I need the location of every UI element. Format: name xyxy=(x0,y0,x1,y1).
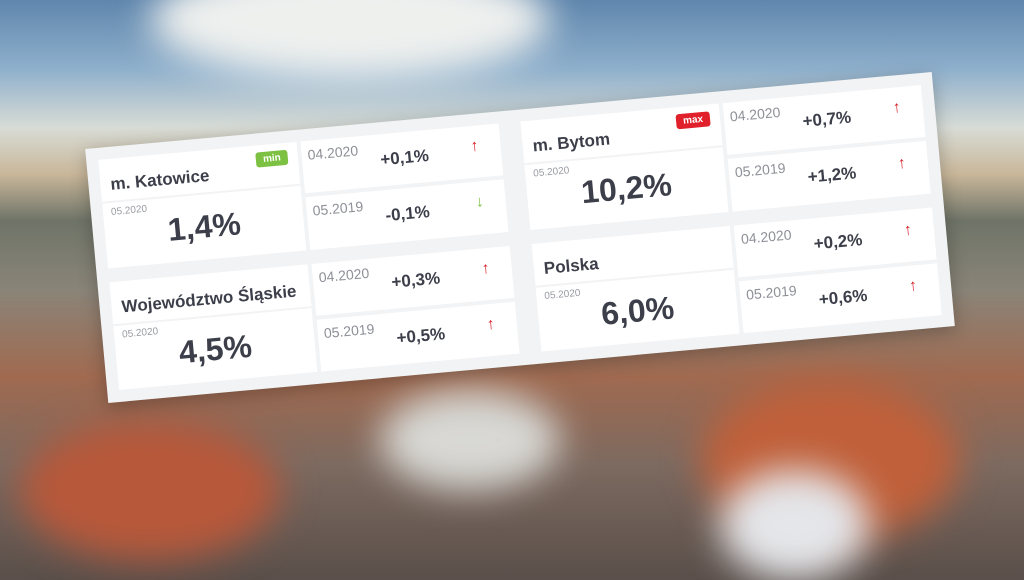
region-summary: m. Katowice min 05.2020 1,4% xyxy=(98,141,307,268)
region-card: m. Bytom max 05.2020 10,2% 04.2020 +0,7% … xyxy=(520,85,931,230)
comparison-value: -0,1% xyxy=(384,202,431,226)
comparison-date: 04.2020 xyxy=(318,264,370,285)
comparison-date: 04.2020 xyxy=(729,103,782,125)
comparison-value: +0,5% xyxy=(395,323,446,348)
up-arrow-icon: ↑ xyxy=(480,259,491,278)
up-arrow-icon: ↑ xyxy=(903,220,913,239)
up-arrow-icon: ↑ xyxy=(892,98,902,117)
comparison-value: +0,3% xyxy=(390,267,441,292)
comparison-value: +0,7% xyxy=(801,107,852,131)
unemployment-panel: m. Katowice min 05.2020 1,4% 04.2020 +0,1… xyxy=(85,72,955,403)
region-title: Polska xyxy=(542,253,600,278)
comparison-value: +0,6% xyxy=(817,285,869,309)
up-arrow-icon: ↑ xyxy=(908,277,918,295)
comparison-date: 05.2019 xyxy=(323,320,375,341)
region-title: m. Bytom xyxy=(531,129,611,156)
region-card: Województwo Śląskie 05.2020 4,5% 04.2020… xyxy=(109,245,520,390)
background-cloud xyxy=(150,0,550,80)
up-arrow-icon: ↑ xyxy=(469,137,480,156)
comparison-date: 05.2019 xyxy=(312,198,364,219)
region-summary: Polska 05.2020 6,0% xyxy=(531,225,740,352)
background-roof xyxy=(20,420,280,560)
down-arrow-icon: ↓ xyxy=(474,193,485,212)
background-building xyxy=(720,470,870,580)
min-badge: min xyxy=(255,149,289,168)
comparison-value: +0,2% xyxy=(812,229,864,253)
comparison-date: 05.2019 xyxy=(745,281,798,303)
up-arrow-icon: ↑ xyxy=(485,315,496,334)
comparison-value: +0,1% xyxy=(379,145,430,170)
region-card: m. Katowice min 05.2020 1,4% 04.2020 +0,1… xyxy=(98,123,509,268)
background-building xyxy=(380,390,560,490)
max-badge: max xyxy=(675,111,711,130)
region-card: Polska 05.2020 6,0% 04.2020 +0,2% ↑ 05.2… xyxy=(531,207,942,352)
up-arrow-icon: ↑ xyxy=(897,155,907,173)
region-summary: m. Bytom max 05.2020 10,2% xyxy=(520,103,729,230)
comparison-date: 04.2020 xyxy=(740,225,793,247)
region-title: m. Katowice xyxy=(109,165,211,194)
comparison-value: +1,2% xyxy=(806,163,858,187)
region-summary: Województwo Śląskie 05.2020 4,5% xyxy=(109,263,318,390)
comparison-date: 04.2020 xyxy=(306,142,359,163)
comparison-date: 05.2019 xyxy=(734,159,787,181)
